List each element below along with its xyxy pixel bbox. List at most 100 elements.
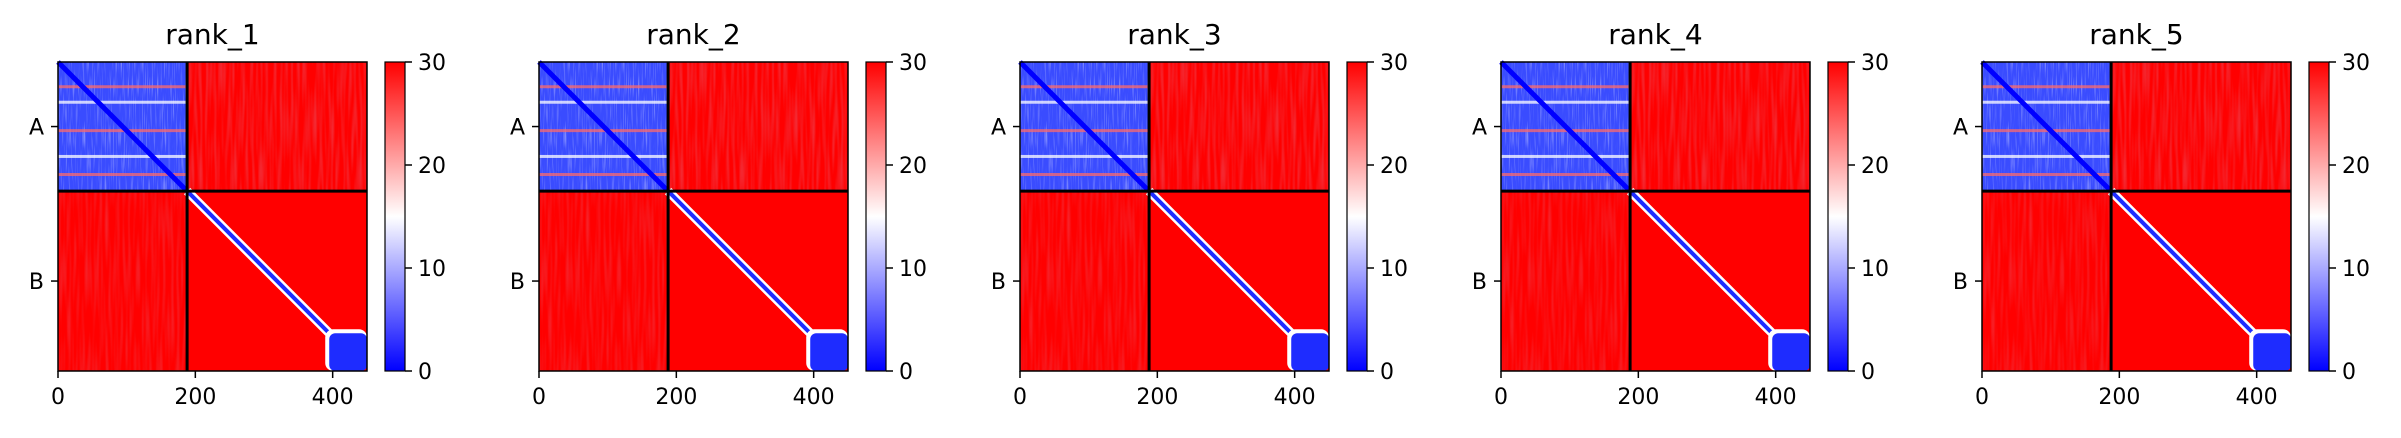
- x-tick-label: 0: [1975, 385, 1989, 410]
- streak: [1020, 173, 1150, 177]
- colorbar-gradient: [1827, 61, 1849, 372]
- streak: [1020, 154, 1150, 158]
- domain-block: [1291, 333, 1329, 371]
- axes-frame: [57, 61, 368, 372]
- heatmap: [1980, 60, 2291, 371]
- colorbar-tick-label: 10: [418, 257, 446, 282]
- streak: [1501, 154, 1631, 158]
- colorbar-tick-label: 30: [1380, 51, 1408, 76]
- streak: [58, 100, 188, 104]
- x-tick-label: 400: [793, 385, 835, 410]
- streak: [1020, 100, 1150, 104]
- heatmap: [537, 60, 848, 371]
- diagonal-b: [185, 189, 331, 335]
- streak: [1982, 129, 2112, 133]
- axes-frame: [538, 61, 849, 372]
- x-tick-label: 200: [2098, 385, 2140, 410]
- y-tick-label: B: [991, 270, 1006, 295]
- colorbar-tick-label: 30: [1861, 51, 1889, 76]
- diagonal-a: [1018, 60, 1151, 193]
- panel-rank_5: rank_5 0 200 400 A B 0 10 20 30: [1953, 18, 2370, 410]
- x-tick-label: 0: [532, 385, 546, 410]
- colorbar-tick-label: 0: [899, 360, 913, 385]
- x-tick-label: 0: [1494, 385, 1508, 410]
- stripe-texture: [1630, 62, 1810, 192]
- panel-rank_2: rank_2 0 200 400 A B 0 10 20 30: [510, 18, 927, 410]
- stripe-texture: [187, 62, 367, 192]
- diagonal-b: [1147, 189, 1293, 335]
- colorbar-tick-label: 0: [1380, 360, 1394, 385]
- panel-rank_1: rank_1 0 200 400 A B 0 10 20 30: [29, 18, 446, 410]
- panel-rank_3: rank_3 0 200 400 A B 0 10 20 30: [991, 18, 1408, 410]
- x-tick-label: 400: [1755, 385, 1797, 410]
- streak: [1020, 85, 1150, 89]
- streak: [58, 85, 188, 89]
- streak: [1982, 173, 2112, 177]
- colorbar: 0 10 20 30: [1346, 51, 1408, 385]
- domain-block: [810, 333, 848, 371]
- streak: [539, 100, 669, 104]
- colorbar-tick-label: 30: [899, 51, 927, 76]
- streak: [539, 85, 669, 89]
- x-tick-label: 200: [1136, 385, 1178, 410]
- panel-title: rank_3: [1127, 18, 1221, 51]
- x-tick-label: 0: [51, 385, 65, 410]
- colorbar: 0 10 20 30: [2308, 51, 2370, 385]
- streak: [1982, 154, 2112, 158]
- diagonal-a: [537, 60, 670, 193]
- colorbar-tick-label: 30: [2342, 51, 2370, 76]
- stripe-texture: [58, 191, 188, 371]
- y-tick-label: A: [510, 116, 525, 141]
- streak: [1501, 129, 1631, 133]
- y-tick-label: A: [29, 116, 44, 141]
- panel-rank_4: rank_4 0 200 400 A B 0 10 20 30: [1472, 18, 1889, 410]
- colorbar-gradient: [865, 61, 887, 372]
- x-tick-label: 400: [312, 385, 354, 410]
- streak: [539, 173, 669, 177]
- stripe-texture: [668, 62, 848, 192]
- panel-title: rank_1: [165, 18, 259, 51]
- colorbar-tick-label: 0: [1861, 360, 1875, 385]
- streak: [1020, 129, 1150, 133]
- colorbar-tick-label: 30: [418, 51, 446, 76]
- streak: [1501, 173, 1631, 177]
- stripe-texture: [1020, 191, 1150, 371]
- axes-frame: [1500, 61, 1811, 372]
- streak: [1501, 100, 1631, 104]
- x-tick-label: 0: [1013, 385, 1027, 410]
- colorbar-tick-label: 10: [1861, 257, 1889, 282]
- streak: [1501, 85, 1631, 89]
- heatmap: [1499, 60, 1810, 371]
- diagonal-a: [56, 60, 189, 193]
- colorbar-gradient: [2308, 61, 2330, 372]
- colorbar-tick-label: 20: [1380, 154, 1408, 179]
- y-tick-label: A: [1953, 116, 1968, 141]
- stripe-texture: [1149, 62, 1329, 192]
- streak: [1982, 100, 2112, 104]
- colorbar-tick-label: 10: [899, 257, 927, 282]
- y-tick-label: B: [1472, 270, 1487, 295]
- heatmap: [1018, 60, 1329, 371]
- colorbar-tick-label: 20: [418, 154, 446, 179]
- colorbar: 0 10 20 30: [865, 51, 927, 385]
- axes-frame: [1981, 61, 2292, 372]
- colorbar-tick-label: 20: [899, 154, 927, 179]
- colorbar: 0 10 20 30: [384, 51, 446, 385]
- streak: [539, 129, 669, 133]
- colorbar-tick-label: 0: [2342, 360, 2356, 385]
- streak: [58, 154, 188, 158]
- streak: [539, 154, 669, 158]
- diagonal-a: [1499, 60, 1632, 193]
- heatmap: [56, 60, 367, 371]
- y-tick-label: A: [991, 116, 1006, 141]
- domain-block: [1772, 333, 1810, 371]
- x-tick-label: 200: [1617, 385, 1659, 410]
- colorbar-gradient: [384, 61, 406, 372]
- streak: [1982, 85, 2112, 89]
- y-tick-label: B: [510, 270, 525, 295]
- y-tick-label: A: [1472, 116, 1487, 141]
- colorbar-tick-label: 0: [418, 360, 432, 385]
- domain-block: [329, 333, 367, 371]
- stripe-texture: [539, 191, 669, 371]
- x-tick-label: 400: [2236, 385, 2278, 410]
